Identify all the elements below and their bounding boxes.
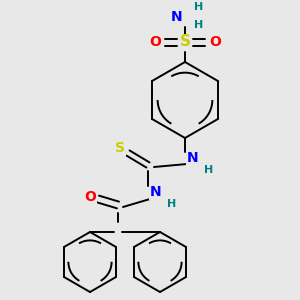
Text: H: H <box>204 165 214 175</box>
Text: N: N <box>171 10 183 24</box>
Text: N: N <box>150 185 162 199</box>
Text: H: H <box>167 199 177 209</box>
Text: O: O <box>84 190 96 204</box>
Text: H: H <box>194 2 204 12</box>
Text: O: O <box>149 35 161 49</box>
Text: H: H <box>194 20 204 30</box>
Text: N: N <box>187 151 199 165</box>
Text: S: S <box>115 141 125 155</box>
Text: O: O <box>209 35 221 49</box>
Text: S: S <box>179 34 191 50</box>
